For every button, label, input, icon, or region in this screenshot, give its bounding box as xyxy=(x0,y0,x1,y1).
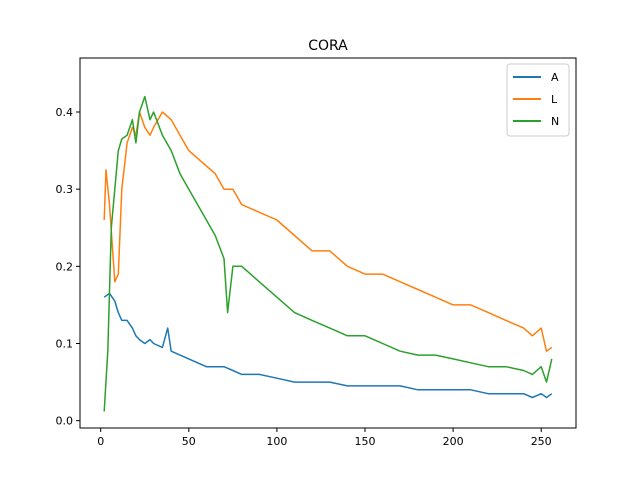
x-tick-label: 0 xyxy=(97,435,104,448)
x-tick-label: 100 xyxy=(266,435,287,448)
x-tick-label: 250 xyxy=(531,435,552,448)
y-tick-label: 0.3 xyxy=(56,183,74,196)
plot-lines xyxy=(103,95,553,412)
y-tick-label: 0.4 xyxy=(56,106,74,119)
series-line-a xyxy=(103,292,553,399)
axes-frame xyxy=(79,57,577,429)
chart-title: CORA xyxy=(308,38,348,54)
x-tick-label: 200 xyxy=(443,435,464,448)
legend: ALN xyxy=(506,63,570,137)
legend-label-a: A xyxy=(551,71,559,84)
x-tick-label: 150 xyxy=(355,435,376,448)
y-tick-label: 0.1 xyxy=(56,338,74,351)
series-line-l xyxy=(103,111,553,352)
y-axis: 0.0 0.1 0.2 0.3 0.4 xyxy=(56,106,80,428)
legend-label-n: N xyxy=(551,115,559,128)
y-tick-label: 0.0 xyxy=(56,415,74,428)
x-axis: 0 50 100 150 200 250 xyxy=(97,428,552,448)
series-line-n xyxy=(103,95,553,412)
legend-label-l: L xyxy=(551,93,558,106)
x-tick-label: 50 xyxy=(182,435,196,448)
y-tick-label: 0.2 xyxy=(56,260,74,273)
